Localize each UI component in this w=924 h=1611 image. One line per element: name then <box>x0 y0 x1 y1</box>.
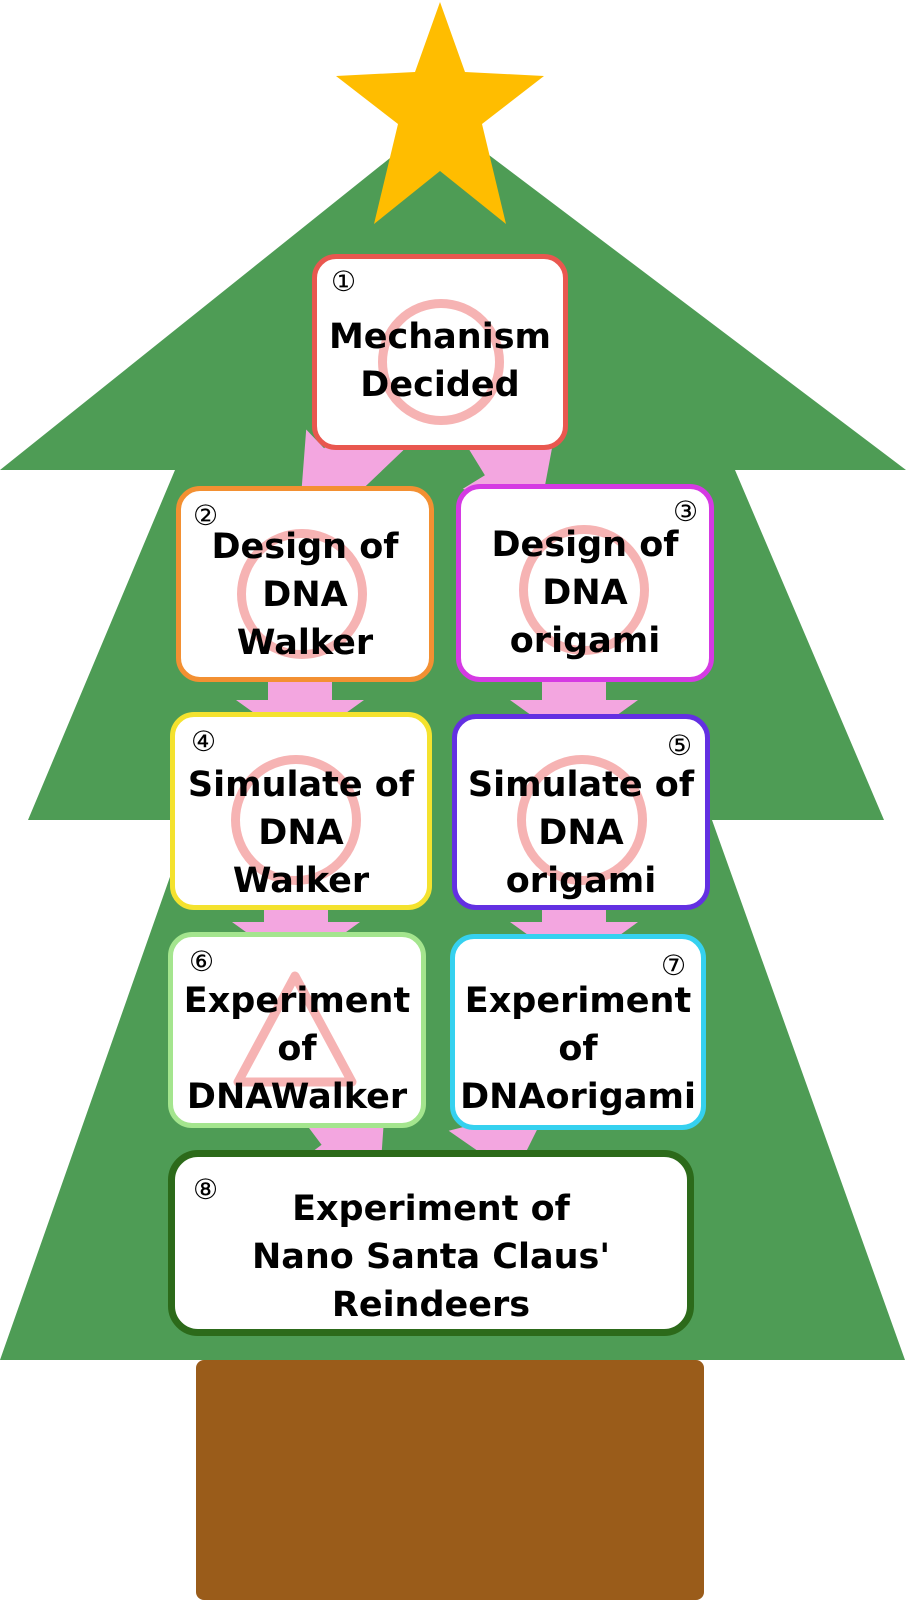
step-label: Experiment of Nano Santa Claus' Reindeer… <box>251 1189 611 1325</box>
triangle-mark <box>233 971 357 1087</box>
step-number: ① <box>331 265 357 298</box>
step-3-box: ③ Design of DNA origami <box>456 484 714 682</box>
step-label: Design of DNA origami <box>491 525 679 661</box>
step-1-box: ① Mechanism Decided <box>312 254 568 450</box>
step-number: ⑧ <box>193 1173 219 1206</box>
arrow-5-to-7 <box>510 892 638 968</box>
step-label: Experiment of DNAorigami <box>460 981 696 1117</box>
step-number: ④ <box>191 725 217 758</box>
step-2-box: ② Design of DNA Walker <box>176 486 434 682</box>
step-6-box: ⑥ Experiment of DNAWalker <box>168 932 426 1128</box>
done-circle-mark <box>237 529 367 659</box>
arrow-3-to-5 <box>510 664 638 746</box>
step-5-box: ⑤ Simulate of DNA origami <box>452 714 710 910</box>
step-label: Simulate of DNA Walker <box>187 765 415 901</box>
done-circle-mark <box>231 755 361 885</box>
step-number: ② <box>193 499 219 532</box>
star-icon <box>336 2 544 224</box>
arrow-2-to-4 <box>236 664 364 746</box>
step-label: Simulate of DNA origami <box>467 765 695 901</box>
step-label: Experiment of DNAWalker <box>183 981 411 1117</box>
step-number: ③ <box>673 495 699 528</box>
step-label: Mechanism Decided <box>328 317 552 405</box>
step-number: ⑦ <box>661 949 687 982</box>
done-circle-mark <box>517 755 647 885</box>
step-number: ⑤ <box>667 729 693 762</box>
step-label: Design of DNA Walker <box>211 527 399 663</box>
done-circle-mark <box>519 525 649 655</box>
step-8-box: ⑧ Experiment of Nano Santa Claus' Reinde… <box>168 1150 694 1336</box>
arrow-4-to-6 <box>232 892 360 968</box>
tree-trunk <box>196 1360 704 1600</box>
done-circle-mark <box>378 299 504 425</box>
step-4-box: ④ Simulate of DNA Walker <box>170 712 432 910</box>
step-7-box: ⑦ Experiment of DNAorigami <box>450 934 706 1130</box>
step-number: ⑥ <box>189 945 215 978</box>
